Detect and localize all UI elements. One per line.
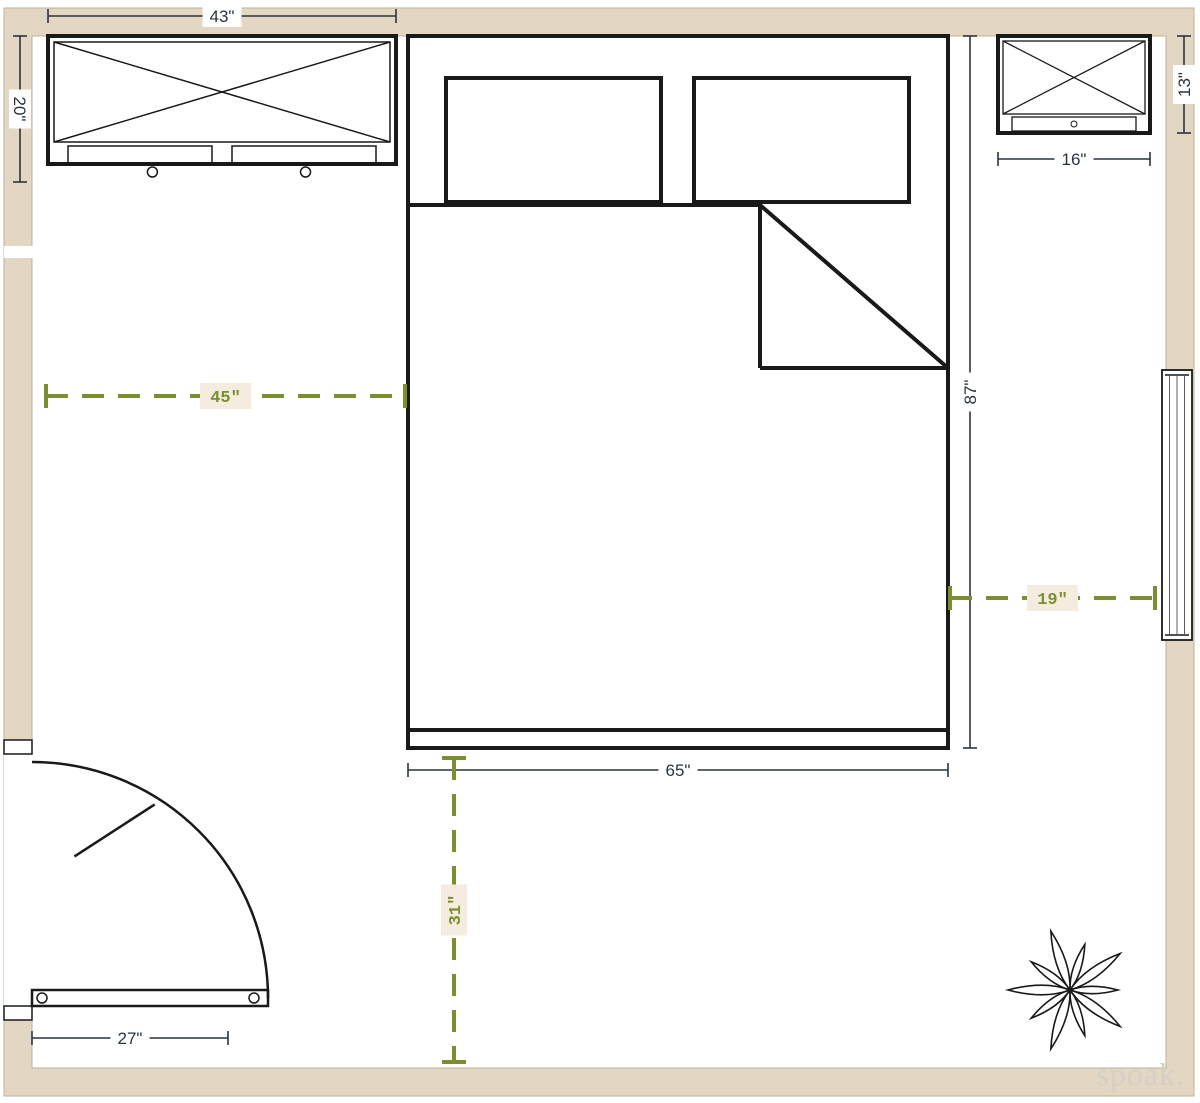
svg-text:19": 19" xyxy=(1037,591,1068,610)
svg-text:13": 13" xyxy=(1175,72,1194,97)
svg-text:65": 65" xyxy=(666,761,691,780)
svg-text:20": 20" xyxy=(10,97,29,122)
watermark: spoak. xyxy=(1096,1056,1185,1092)
door-opening xyxy=(4,754,33,1006)
svg-text:27": 27" xyxy=(118,1029,143,1048)
svg-text:43": 43" xyxy=(210,7,235,26)
dresser xyxy=(48,36,396,177)
svg-text:87": 87" xyxy=(961,380,980,405)
bed xyxy=(408,36,948,748)
svg-text:45": 45" xyxy=(210,389,241,408)
svg-text:16": 16" xyxy=(1062,150,1087,169)
svg-text:31": 31" xyxy=(447,895,466,926)
nightstand xyxy=(998,36,1150,133)
